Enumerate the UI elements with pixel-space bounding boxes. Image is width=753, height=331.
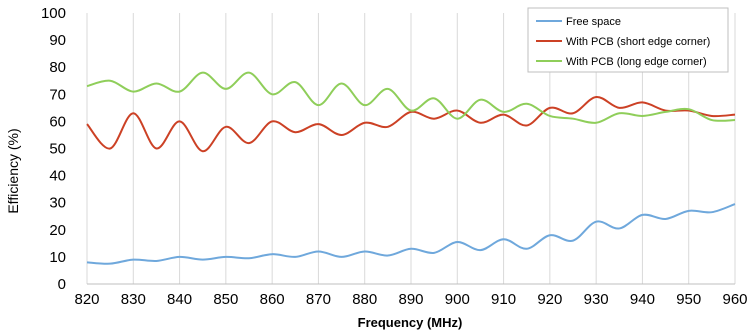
series-lines: [86, 71, 736, 265]
y-axis-title: Efficiency (%): [5, 128, 21, 213]
y-tick-label: 90: [49, 32, 66, 49]
x-tick-label: 830: [121, 291, 146, 308]
x-tick-label: 900: [445, 291, 470, 308]
series-line-free-space: [86, 203, 736, 265]
legend-label-with-pcb-short-edge-corner: With PCB (short edge corner): [566, 36, 710, 48]
y-tick-label: 80: [49, 59, 66, 76]
legend-label-with-pcb-long-edge-corner: With PCB (long edge corner): [566, 56, 707, 68]
x-tick-label: 880: [352, 291, 377, 308]
series-line-with-pcb-short-edge-corner: [86, 96, 736, 153]
y-tick-label: 70: [49, 86, 66, 103]
x-tick-label: 840: [167, 291, 192, 308]
y-tick-label: 60: [49, 113, 66, 130]
y-tick-labels: 0 10 20 30 40 50 60 70 80 90 100: [41, 5, 66, 293]
x-tick-label: 920: [537, 291, 562, 308]
x-tick-label: 820: [74, 291, 99, 308]
y-tick-label: 100: [41, 5, 66, 22]
x-tick-label: 870: [306, 291, 331, 308]
x-tick-label: 850: [213, 291, 238, 308]
x-tick-label: 910: [491, 291, 516, 308]
x-tick-label: 960: [722, 291, 747, 308]
y-tick-label: 20: [49, 222, 66, 239]
x-tick-label: 940: [630, 291, 655, 308]
x-tick-label: 890: [398, 291, 423, 308]
x-tick-labels: 820 830 840 850 860 870 880 890 900 910 920 930 940 9…: [74, 291, 747, 308]
x-axis-title: Frequency (MHz): [358, 315, 463, 330]
legend-label-free-space: Free space: [566, 16, 621, 28]
series-line-with-pcb-long-edge-corner: [86, 71, 736, 124]
y-tick-label: 40: [49, 168, 66, 185]
x-tick-label: 930: [584, 291, 609, 308]
y-tick-label: 0: [58, 276, 66, 293]
y-tick-label: 30: [49, 195, 66, 212]
x-tick-label: 950: [676, 291, 701, 308]
y-tick-label: 10: [49, 249, 66, 266]
y-tick-label: 50: [49, 141, 66, 158]
legend: Free space With PCB (short edge corner) Wi…: [527, 7, 729, 73]
x-tick-label: 860: [260, 291, 285, 308]
